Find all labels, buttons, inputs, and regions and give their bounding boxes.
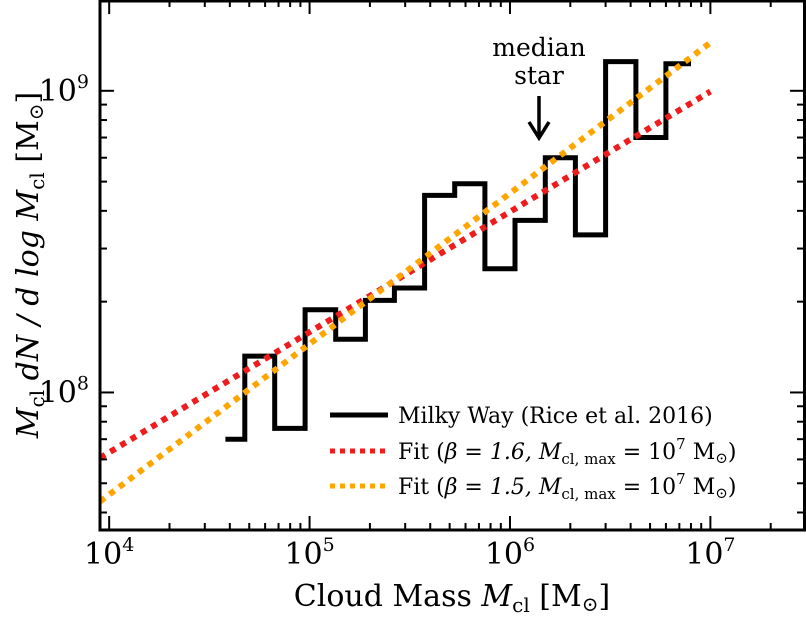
median-star-annotation: median star <box>492 33 586 142</box>
legend-label-fit-1-6: Fit (β = 1.6, Mcl, max = 107 M⊙) <box>398 435 736 468</box>
annotation-arrow-head <box>527 121 551 142</box>
annotation-line-1: median <box>492 33 586 62</box>
axes-border <box>98 0 806 532</box>
x-tick-label: 105 <box>284 534 334 572</box>
y-tick-label: 109 <box>39 71 89 109</box>
tick-labels: 104 105 106 107 108 109 <box>39 71 736 572</box>
plot-area <box>100 40 713 504</box>
x-tick-label: 104 <box>84 534 134 572</box>
y-tick-label: 108 <box>39 372 89 410</box>
axis-ticks <box>99 0 806 530</box>
annotation-line-2: star <box>514 61 564 90</box>
series-fit-line-1 <box>100 88 712 461</box>
legend-label-milky-way: Milky Way (Rice et al. 2016) <box>398 404 713 429</box>
legend: Milky Way (Rice et al. 2016) Fit (β = 1.… <box>330 404 736 503</box>
x-tick-label: 107 <box>685 534 735 572</box>
y-axis-title: Mcl dN / d log Mcl [M⊙] <box>11 92 49 439</box>
legend-label-fit-1-5: Fit (β = 1.5, Mcl, max = 107 M⊙) <box>398 470 736 503</box>
axes-frame <box>98 0 806 532</box>
x-axis-title: Cloud Mass Mcl [M⊙] <box>294 579 610 617</box>
series-fit-line-2 <box>100 40 713 504</box>
series-milky-way-step-line <box>225 59 691 442</box>
x-tick-label: 106 <box>485 534 535 572</box>
